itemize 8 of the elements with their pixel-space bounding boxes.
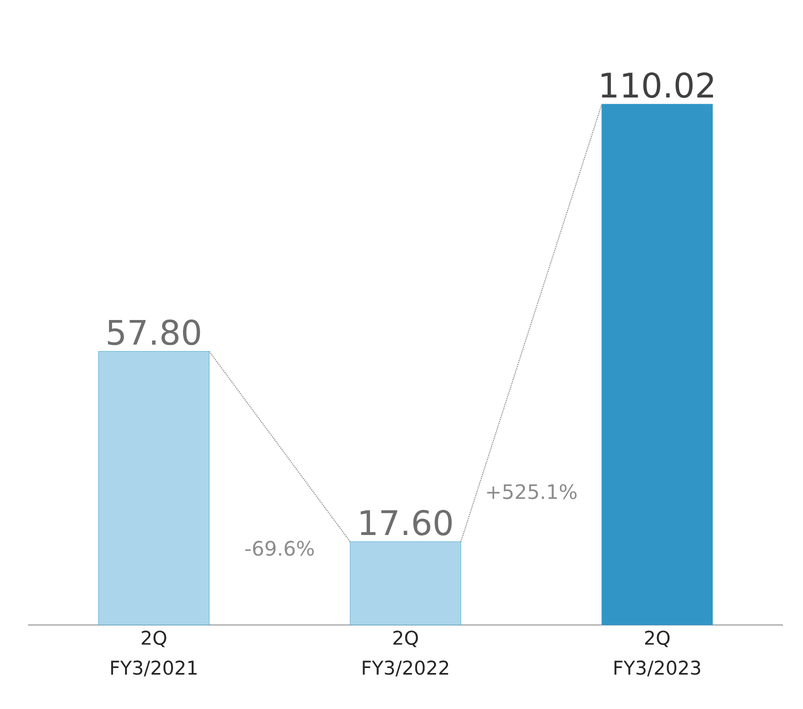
x-tick-label: 2Q FY3/2021	[111, 630, 197, 676]
annotation: -69.6%	[245, 540, 314, 556]
data-label: 17.60	[360, 510, 452, 536]
annotation: +525.1%	[487, 484, 577, 500]
x-tick-label: 2Q FY3/2022	[362, 630, 448, 676]
x-tick-label: 2Q FY3/2023	[614, 630, 700, 676]
data-label: 57.80	[108, 320, 200, 346]
data-label: 110.02	[602, 72, 714, 98]
